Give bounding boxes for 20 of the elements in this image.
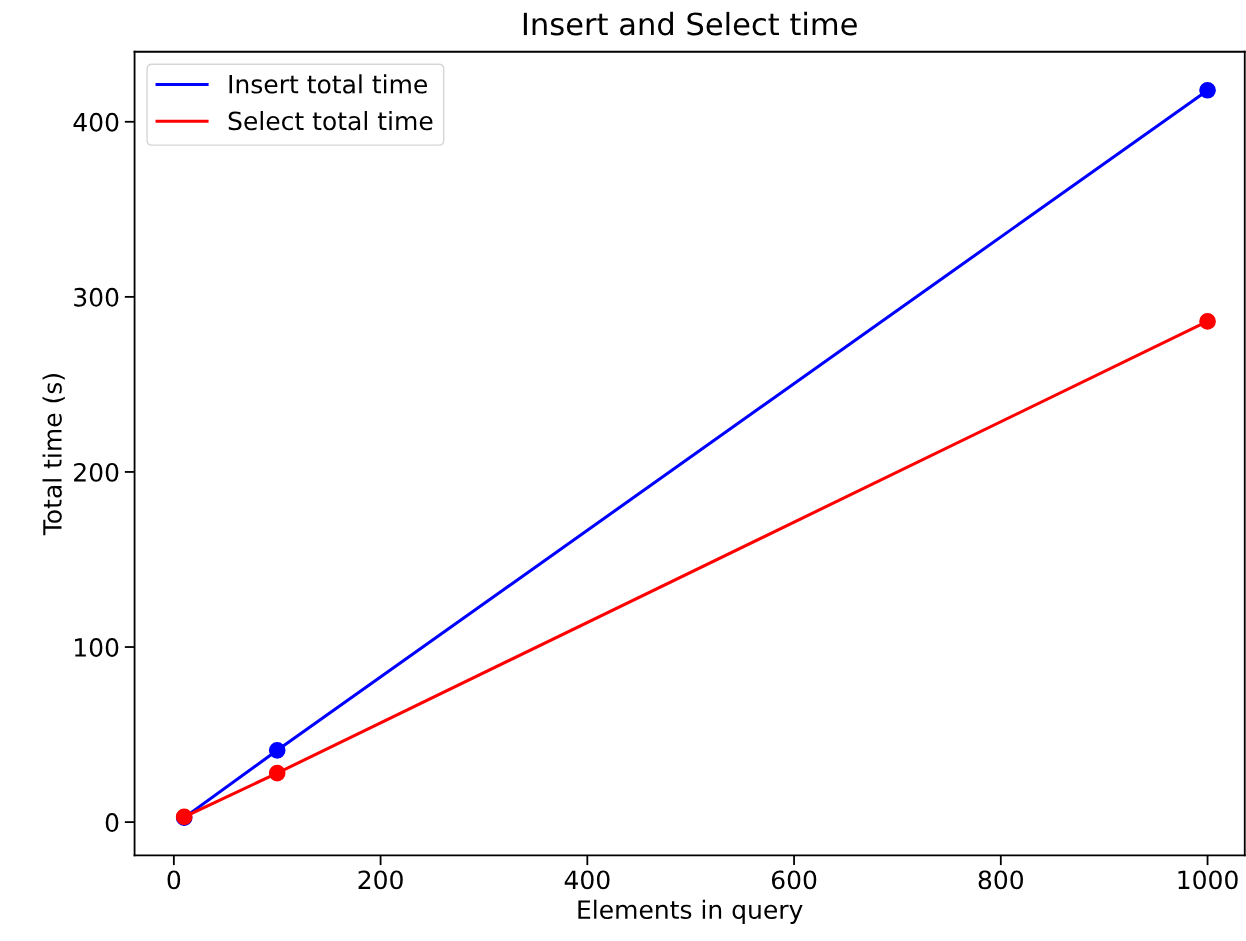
y-tick-label: 400 [73,112,119,132]
y-tick-label: 100 [75,637,119,657]
point [1199,313,1216,330]
x-tick-label: 200 [358,870,403,890]
x-tick-label: 600 [771,870,817,890]
legend-label: Insert total time [229,74,427,94]
x-axis-title: Elements in query [578,899,803,924]
x-tick-label: 0 [167,870,181,890]
y-tick-label: 0 [105,813,119,832]
x-tick-label: 400 [564,870,610,890]
point [268,741,286,759]
y-tick-label: 200 [74,462,119,482]
x-tick-label: 800 [978,870,1023,890]
x-tick-label: 1000 [1178,870,1238,890]
point [1199,81,1216,99]
legend-label: Select total time [228,110,433,131]
y-tick-label: 300 [74,287,119,307]
point [268,764,286,782]
y-axis-title: Total time (s) [42,374,65,536]
chart-title: Insert and Select time [523,11,857,36]
